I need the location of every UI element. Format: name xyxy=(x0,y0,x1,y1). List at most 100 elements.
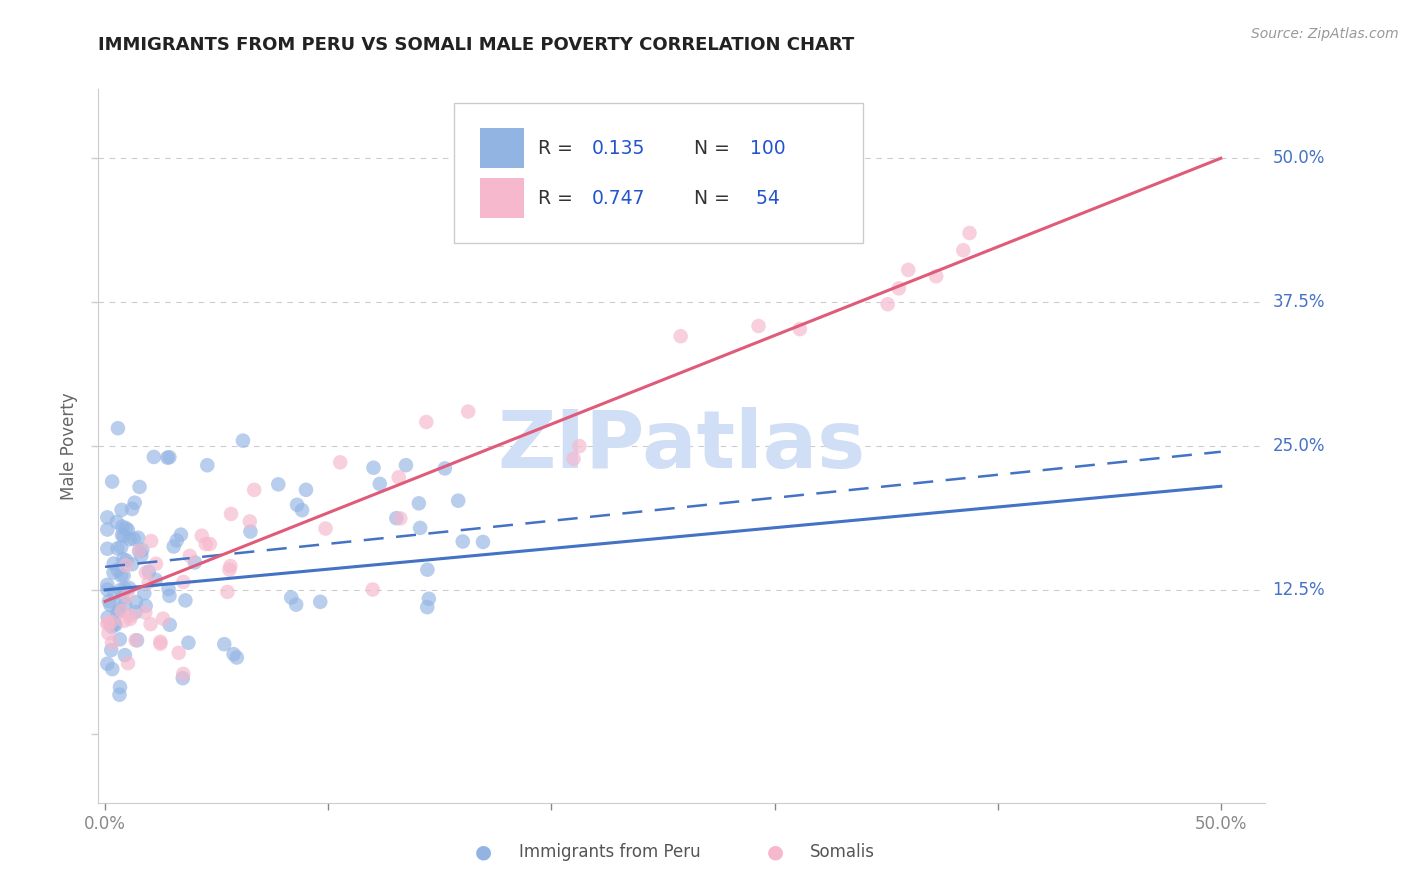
Point xyxy=(179,549,201,563)
Point xyxy=(416,563,439,577)
Point xyxy=(239,515,262,529)
Point xyxy=(100,615,122,629)
Point xyxy=(309,595,332,609)
Point xyxy=(97,615,120,630)
Point xyxy=(108,603,131,617)
Point xyxy=(232,434,254,448)
Text: IMMIGRANTS FROM PERU VS SOMALI MALE POVERTY CORRELATION CHART: IMMIGRANTS FROM PERU VS SOMALI MALE POVE… xyxy=(98,36,855,54)
Point xyxy=(107,541,129,556)
Bar xyxy=(479,128,524,168)
Point xyxy=(166,533,188,548)
Point xyxy=(104,616,127,631)
Point xyxy=(97,610,120,624)
Point xyxy=(121,558,143,572)
Point xyxy=(145,557,167,571)
Point xyxy=(122,532,145,546)
Text: ●: ● xyxy=(475,842,492,862)
Point xyxy=(96,582,118,597)
Point xyxy=(125,633,148,648)
Point xyxy=(112,568,135,582)
Point xyxy=(217,585,239,599)
Point xyxy=(433,461,456,475)
Point xyxy=(952,244,974,258)
Point xyxy=(110,503,132,517)
Point xyxy=(114,648,136,662)
Point xyxy=(112,529,135,543)
Point xyxy=(876,297,898,311)
Point xyxy=(127,531,149,545)
Point xyxy=(100,643,122,657)
Point xyxy=(104,618,127,632)
Point xyxy=(117,523,139,537)
Point xyxy=(959,226,981,240)
Point xyxy=(117,590,139,604)
Point xyxy=(219,559,242,574)
Point xyxy=(105,515,128,529)
Point xyxy=(138,565,160,579)
Point xyxy=(114,521,136,535)
Text: 54: 54 xyxy=(749,189,779,208)
Text: 12.5%: 12.5% xyxy=(1272,581,1324,599)
Text: 0.747: 0.747 xyxy=(592,189,645,208)
Text: N =: N = xyxy=(693,139,735,158)
Point xyxy=(100,620,122,634)
Y-axis label: Male Poverty: Male Poverty xyxy=(60,392,79,500)
Point xyxy=(120,608,142,623)
Point xyxy=(389,511,412,525)
Point xyxy=(925,269,948,284)
Point xyxy=(408,496,430,510)
Point xyxy=(145,573,167,587)
Point xyxy=(472,535,495,549)
Point xyxy=(149,637,172,651)
Point xyxy=(170,527,193,541)
Point xyxy=(111,591,134,605)
Point xyxy=(191,529,214,543)
Point xyxy=(267,477,290,491)
Point xyxy=(395,458,418,473)
Point xyxy=(568,439,591,453)
Point xyxy=(131,542,153,557)
Point xyxy=(385,511,408,525)
Point xyxy=(172,671,194,685)
Point xyxy=(451,534,474,549)
Point xyxy=(747,318,769,333)
Point xyxy=(138,575,160,590)
Point xyxy=(218,563,240,577)
Point xyxy=(243,483,266,497)
Point xyxy=(108,632,131,647)
Bar xyxy=(479,178,524,218)
Point xyxy=(152,612,174,626)
Point xyxy=(121,502,143,516)
Point xyxy=(124,633,146,648)
Point xyxy=(114,597,136,611)
Text: N =: N = xyxy=(693,189,735,208)
Point xyxy=(110,541,132,555)
Point xyxy=(97,594,120,608)
Point xyxy=(415,415,437,429)
Point xyxy=(239,524,262,539)
Point xyxy=(285,598,308,612)
Point xyxy=(96,510,118,524)
Point xyxy=(103,566,125,580)
Text: 25.0%: 25.0% xyxy=(1272,437,1324,455)
Point xyxy=(447,493,470,508)
Point xyxy=(156,450,179,465)
Point xyxy=(172,574,194,589)
Point xyxy=(118,533,141,547)
Point xyxy=(789,322,811,336)
Point xyxy=(97,626,120,640)
Point xyxy=(134,606,156,620)
Point xyxy=(174,593,197,607)
Point xyxy=(111,528,134,542)
Point xyxy=(280,591,302,605)
FancyBboxPatch shape xyxy=(454,103,863,243)
Point xyxy=(177,636,200,650)
Text: Somalis: Somalis xyxy=(810,843,876,861)
Point xyxy=(172,666,194,681)
Point xyxy=(108,688,131,702)
Point xyxy=(159,617,181,632)
Point xyxy=(112,614,135,628)
Point xyxy=(101,475,124,489)
Point xyxy=(115,553,138,567)
Point xyxy=(128,543,150,558)
